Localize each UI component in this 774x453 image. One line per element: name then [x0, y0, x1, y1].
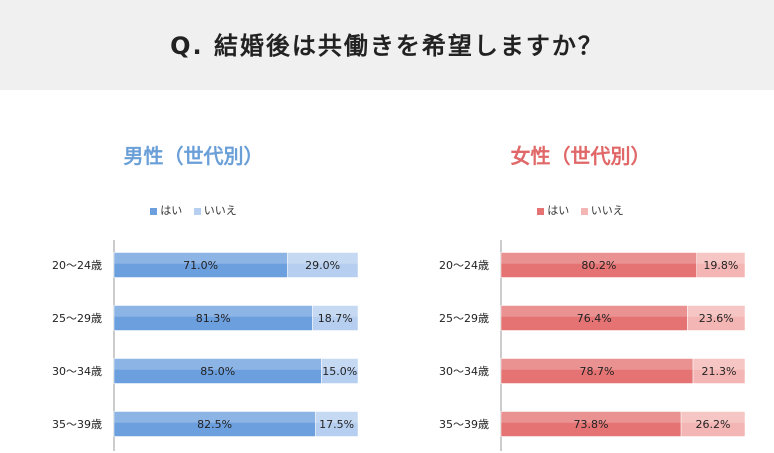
- male-legend-no-label: いいえ: [203, 204, 237, 217]
- male-legend-yes: はい: [150, 202, 182, 218]
- female-data-label-yes: 76.4%: [577, 312, 612, 325]
- male-bar-yes: [113, 411, 316, 437]
- female-legend-no-swatch: [580, 207, 588, 215]
- male-legend-no-swatch: [193, 207, 201, 215]
- male-data-label-no: 29.0%: [305, 259, 340, 272]
- female-legend-yes-label: はい: [547, 204, 570, 217]
- female-data-label-no: 26.2%: [696, 418, 731, 431]
- male-bar-no: [312, 305, 359, 331]
- female-data-label-yes: 78.7%: [580, 365, 615, 378]
- male-chart-panel: 男性（世代別） はい いいえ 20〜24歳 71.0% 29.0% 25〜29歳 81.…: [0, 130, 387, 453]
- female-bar-yes: [500, 305, 688, 331]
- male-legend-yes-swatch: [150, 207, 158, 215]
- female-bar-no: [692, 358, 746, 384]
- female-bar-no: [696, 252, 746, 278]
- male-data-label-no: 17.5%: [319, 418, 354, 431]
- male-bar-yes: [113, 252, 288, 278]
- male-bar-no: [315, 411, 359, 437]
- male-data-label-yes: 82.5%: [197, 418, 232, 431]
- male-category-label: 30〜34歳: [52, 365, 102, 378]
- female-bar-no: [687, 305, 746, 331]
- male-data-label-yes: 81.3%: [196, 312, 231, 325]
- female-legend-yes-swatch: [537, 207, 545, 215]
- male-data-label-yes: 85.0%: [200, 365, 235, 378]
- male-bar-no: [321, 358, 359, 384]
- female-bar-chart: 20〜24歳 80.2% 19.8% 25〜29歳 76.4% 23.6% 30〜34歳 78…: [439, 240, 746, 451]
- female-data-label-no: 19.8%: [703, 259, 738, 272]
- male-category-label: 25〜29歳: [52, 312, 102, 325]
- male-data-label-no: 15.0%: [322, 365, 357, 378]
- male-chart-title: 男性（世代別）: [123, 144, 264, 168]
- male-bar-yes: [113, 358, 322, 384]
- male-legend-yes-label: はい: [160, 204, 183, 217]
- female-category-label: 30〜34歳: [439, 365, 489, 378]
- female-bar-yes: [500, 252, 697, 278]
- male-data-label-no: 18.7%: [318, 312, 353, 325]
- female-chart-panel: 女性（世代別） はい いいえ 20〜24歳 80.2% 19.8% 25〜29歳 76.…: [387, 130, 774, 453]
- male-legend: はい いいえ: [0, 202, 387, 218]
- female-bar-no: [680, 411, 746, 437]
- female-bar-yes: [500, 358, 694, 384]
- female-category-label: 35〜39歳: [439, 418, 489, 431]
- female-category-label: 20〜24歳: [439, 259, 489, 272]
- female-data-label-no: 23.6%: [699, 312, 734, 325]
- female-chart-title: 女性（世代別）: [510, 144, 651, 168]
- female-bar-yes: [500, 411, 682, 437]
- male-legend-no: いいえ: [193, 202, 237, 218]
- female-legend-no-label: いいえ: [590, 204, 624, 217]
- female-data-label-yes: 73.8%: [574, 418, 609, 431]
- male-category-label: 20〜24歳: [52, 259, 102, 272]
- female-category-label: 25〜29歳: [439, 312, 489, 325]
- male-category-label: 35〜39歳: [52, 418, 102, 431]
- page-title: Q. 結婚後は共働きを希望しますか？: [170, 32, 604, 60]
- female-data-label-yes: 80.2%: [581, 259, 616, 272]
- female-data-label-no: 21.3%: [702, 365, 737, 378]
- question-banner: Q. 結婚後は共働きを希望しますか？: [0, 0, 774, 90]
- male-data-label-yes: 71.0%: [183, 259, 218, 272]
- male-bar-chart: 20〜24歳 71.0% 29.0% 25〜29歳 81.3% 18.7% 30〜34歳 85…: [52, 240, 359, 451]
- male-bar-no: [286, 252, 359, 278]
- female-legend-no: いいえ: [580, 202, 624, 218]
- female-legend-yes: はい: [537, 202, 569, 218]
- female-legend: はい いいえ: [387, 202, 774, 218]
